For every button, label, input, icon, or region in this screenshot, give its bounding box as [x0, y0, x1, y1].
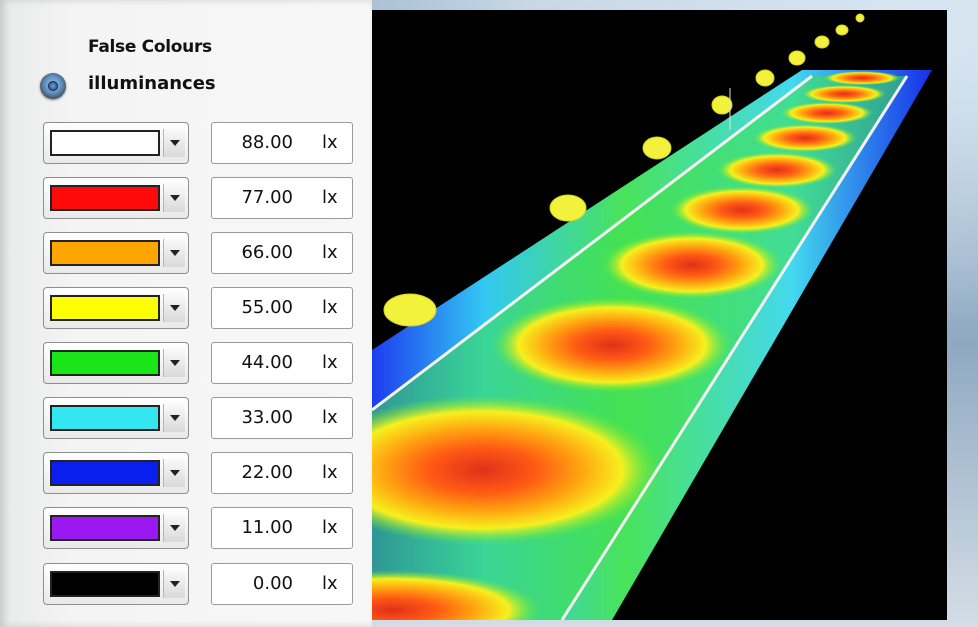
chevron-down-icon[interactable] — [163, 239, 185, 267]
color-swatch — [50, 405, 160, 431]
road-illuminance-render — [372, 10, 947, 620]
legend-row: 33.00 lx — [43, 397, 353, 439]
unit-text: lx — [322, 407, 338, 428]
color-swatch — [50, 571, 160, 597]
legend-row: 55.00 lx — [43, 287, 353, 329]
value-field[interactable]: 0.00 lx — [211, 563, 353, 605]
value-text: 22.00 — [241, 462, 293, 483]
legend-row: 66.00 lx — [43, 232, 353, 274]
value-text: 66.00 — [241, 242, 293, 263]
value-field[interactable]: 55.00 lx — [211, 287, 353, 329]
panel-title: False Colours — [88, 37, 212, 57]
unit-text: lx — [322, 462, 338, 483]
unit-text: lx — [322, 242, 338, 263]
value-field[interactable]: 66.00 lx — [211, 232, 353, 274]
color-swatch — [50, 240, 160, 266]
value-text: 55.00 — [241, 297, 293, 318]
unit-text: lx — [322, 187, 338, 208]
color-swatch — [50, 515, 160, 541]
color-dropdown[interactable] — [43, 342, 189, 384]
legend-row: 11.00 lx — [43, 507, 353, 549]
value-field[interactable]: 33.00 lx — [211, 397, 353, 439]
value-field[interactable]: 22.00 lx — [211, 452, 353, 494]
chevron-down-icon[interactable] — [163, 349, 185, 377]
legend-row: 77.00 lx — [43, 177, 353, 219]
color-swatch — [50, 460, 160, 486]
legend-row: 88.00 lx — [43, 122, 353, 164]
value-field[interactable]: 77.00 lx — [211, 177, 353, 219]
color-dropdown[interactable] — [43, 122, 189, 164]
illuminances-radio[interactable] — [40, 73, 66, 99]
chevron-down-icon[interactable] — [163, 570, 185, 598]
color-dropdown[interactable] — [43, 507, 189, 549]
color-dropdown[interactable] — [43, 397, 189, 439]
legend-row: 44.00 lx — [43, 342, 353, 384]
value-text: 33.00 — [241, 407, 293, 428]
unit-text: lx — [322, 352, 338, 373]
false-colours-panel: False Colours illuminances 88.00 lx 77.0… — [0, 0, 372, 627]
value-text: 88.00 — [241, 132, 293, 153]
chevron-down-icon[interactable] — [163, 514, 185, 542]
legend-row: 22.00 lx — [43, 452, 353, 494]
chevron-down-icon[interactable] — [163, 459, 185, 487]
false-colour-viewport[interactable] — [372, 10, 947, 620]
color-dropdown[interactable] — [43, 563, 189, 605]
color-dropdown[interactable] — [43, 452, 189, 494]
legend-row: 0.00 lx — [43, 563, 353, 605]
color-dropdown[interactable] — [43, 177, 189, 219]
chevron-down-icon[interactable] — [163, 404, 185, 432]
unit-text: lx — [322, 573, 338, 594]
illuminances-label: illuminances — [88, 73, 216, 94]
value-text: 77.00 — [241, 187, 293, 208]
unit-text: lx — [322, 297, 338, 318]
chevron-down-icon[interactable] — [163, 184, 185, 212]
value-field[interactable]: 44.00 lx — [211, 342, 353, 384]
value-field[interactable]: 11.00 lx — [211, 507, 353, 549]
unit-text: lx — [322, 132, 338, 153]
color-swatch — [50, 295, 160, 321]
color-dropdown[interactable] — [43, 232, 189, 274]
chevron-down-icon[interactable] — [163, 129, 185, 157]
value-field[interactable]: 88.00 lx — [211, 122, 353, 164]
color-swatch — [50, 350, 160, 376]
value-text: 0.00 — [252, 573, 293, 594]
color-dropdown[interactable] — [43, 287, 189, 329]
unit-text: lx — [322, 517, 338, 538]
chevron-down-icon[interactable] — [163, 294, 185, 322]
value-text: 11.00 — [241, 517, 293, 538]
value-text: 44.00 — [241, 352, 293, 373]
color-swatch — [50, 185, 160, 211]
color-swatch — [50, 130, 160, 156]
